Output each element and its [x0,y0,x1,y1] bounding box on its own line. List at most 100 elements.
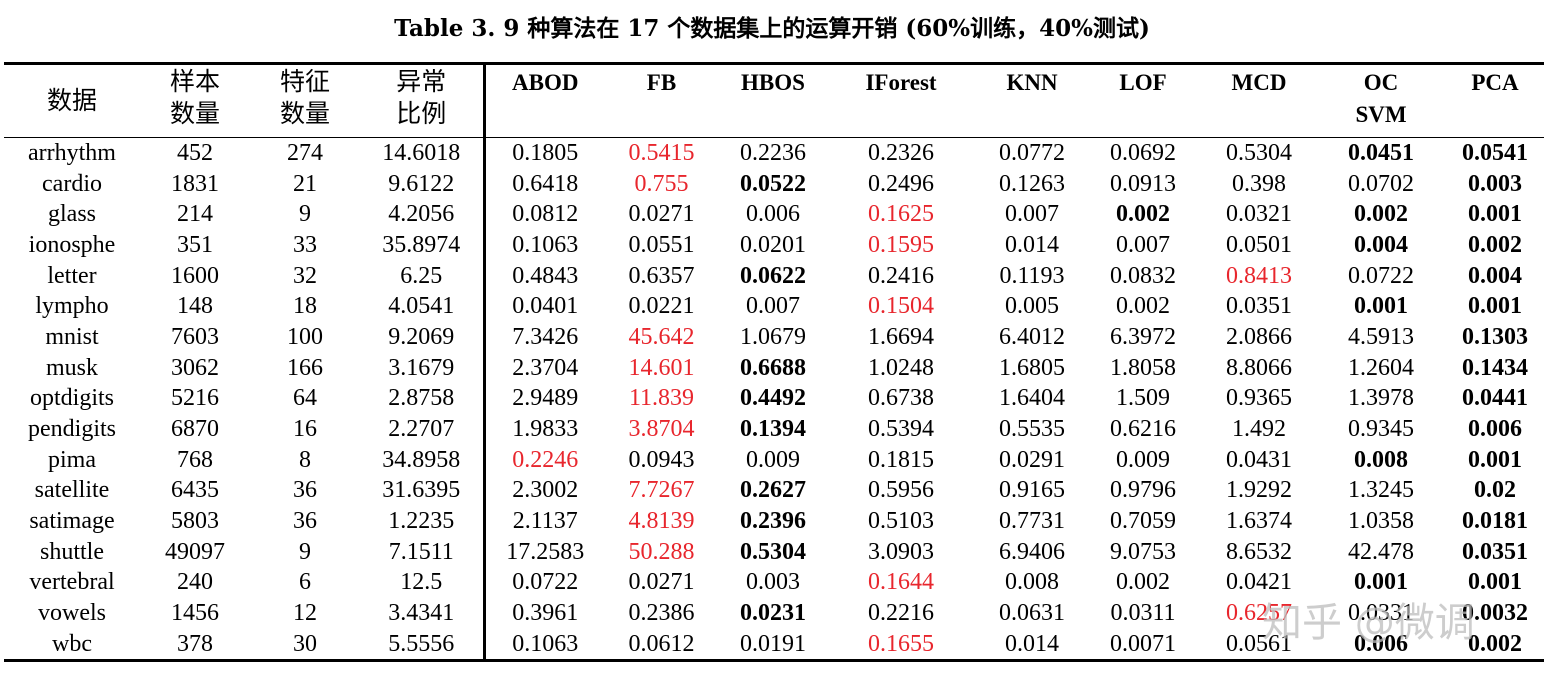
header-row: 数据 样本 数量 特征 数量 异常 比例 ABOD FB HBOS IForest KNN LOF MCD… [4,62,1544,138]
cell-runtime: 0.0551 [628,231,695,258]
table-header: 数据 样本 数量 特征 数量 异常 比例 ABOD FB HBOS IForest KNN LOF MCD… [4,62,1544,138]
cell-runtime: 0.0832 [1110,262,1176,289]
cell-outlier-ratio: 4.0541 [360,290,486,322]
cell-runtime: 0.004 [1354,231,1408,258]
cell-outlier-ratio: 9.6122 [360,168,486,199]
cell-runtime: 0.1805 [512,140,579,167]
header-algorithm: MCD [1196,62,1322,138]
cell-runtime: 0.001 [1468,293,1522,320]
cell-runtime: 0.5535 [999,416,1065,443]
cell-runtime: 0.009 [1116,446,1170,473]
cell-runtime: 0.0351 [1462,538,1528,565]
cell-dataset: wbc [4,628,140,662]
table-row: wbc 378 30 5.5556 0.1063 0.0612 0.0191 0.1655 0.… [4,628,1544,662]
cell-features: 6 [299,569,311,596]
cell-runtime: 0.007 [746,293,800,320]
cell-dataset: satimage [29,508,115,535]
cell-runtime: 7.7267 [628,477,695,504]
cell-samples: 768 [177,446,213,473]
cell-runtime: 0.398 [1232,170,1286,197]
cell-features: 36 [293,477,317,504]
cell-runtime: 0.1434 [1462,354,1528,381]
header-algorithm: KNN [974,62,1090,138]
cell-runtime: 0.001 [1468,569,1522,596]
cell-samples: 214 [177,201,213,228]
cell-runtime: 0.0351 [1226,293,1292,320]
cell-runtime: 0.5415 [628,140,695,167]
cell-features: 16 [293,416,317,443]
table-row: glass 214 9 4.2056 0.0812 0.0271 0.006 0.1625 0.… [4,198,1544,230]
cell-runtime: 0.8413 [1226,262,1292,289]
header-line: OC [1363,70,1399,95]
cell-runtime: 0.5304 [1226,140,1292,167]
cell-runtime: 0.0271 [628,201,695,228]
header-samples: 样本 数量 [140,62,250,138]
cell-runtime: 0.6216 [1110,416,1176,443]
cell-runtime: 1.9292 [1226,477,1292,504]
table-row: pendigits 6870 16 2.2707 1.9833 3.8704 0.1394 0… [4,413,1544,445]
cell-outlier-ratio: 2.2707 [360,413,486,445]
cell-runtime: 0.4843 [512,262,579,289]
cell-runtime: 2.1137 [512,508,578,535]
cell-runtime: 0.0772 [999,140,1065,167]
header-line: LOF [1119,70,1167,95]
cell-runtime: 1.3978 [1348,385,1414,412]
cell-samples: 6435 [171,477,219,504]
cell-runtime: 0.6257 [1226,600,1292,627]
header-line: 特征 [279,69,330,96]
header-line: IForest [865,70,937,95]
header-algorithm: FB [605,62,718,138]
cell-runtime: 0.006 [1468,416,1522,443]
cell-runtime: 0.1263 [999,170,1065,197]
cell-runtime: 0.001 [1468,201,1522,228]
cell-samples: 1600 [171,262,219,289]
cell-runtime: 0.0612 [605,628,718,662]
cell-runtime: 45.642 [628,323,695,350]
cell-runtime: 1.6404 [999,385,1065,412]
cell-outlier-ratio: 3.1679 [360,352,486,383]
cell-runtime: 8.8066 [1226,354,1292,381]
cell-runtime: 0.001 [1354,569,1408,596]
cell-runtime: 0.0913 [1110,170,1176,197]
table-row: satellite 6435 36 31.6395 2.3002 7.7267 0.2627… [4,475,1544,506]
cell-runtime: 0.5103 [868,508,934,535]
cell-features: 64 [293,385,317,412]
cell-runtime: 0.1063 [512,231,579,258]
cell-runtime: 0.0692 [1110,140,1176,167]
header-line: 数量 [169,101,220,128]
cell-samples: 5216 [171,385,219,412]
cell-runtime: 50.288 [628,538,695,565]
header-line: 异常 [396,69,447,96]
cell-runtime: 0.1644 [868,569,934,596]
table-row: vowels 1456 12 3.4341 0.3961 0.2386 0.0231 0.22… [4,597,1544,629]
cell-runtime: 4.5913 [1348,323,1414,350]
cell-dataset: arrhythm [28,140,116,167]
cell-runtime: 0.0401 [512,293,579,320]
cell-runtime: 6.3972 [1110,323,1176,350]
cell-runtime: 0.0451 [1348,140,1414,167]
cell-runtime: 0.006 [1322,628,1440,662]
cell-outlier-ratio: 6.25 [360,260,486,291]
header-algorithm: OC SVM [1322,62,1440,138]
cell-dataset: letter [47,262,97,289]
cell-runtime: 0.0331 [1348,600,1414,627]
cell-runtime: 0.003 [746,569,800,596]
cell-runtime: 6.4012 [999,323,1065,350]
cell-runtime: 0.0702 [1348,170,1414,197]
cell-runtime: 1.8058 [1110,354,1176,381]
cell-runtime: 6.9406 [999,538,1065,565]
cell-runtime: 1.9833 [512,416,579,443]
cell-runtime: 8.6532 [1226,538,1292,565]
cell-runtime: 0.0032 [1462,600,1528,627]
cell-runtime: 0.5956 [868,477,934,504]
cell-runtime: 0.009 [746,446,800,473]
header-algorithm: HBOS [718,62,828,138]
table-caption: Table 3. 9 种算法在 17 个数据集上的运算开销 (60%训练，40%… [394,15,1150,42]
watermark: 知乎 @微调 [1262,600,1475,646]
cell-runtime: 0.0421 [1226,569,1292,596]
cell-runtime: 0.0622 [740,262,806,289]
cell-features: 166 [287,354,323,381]
cell-runtime: 0.0321 [1226,201,1292,228]
cell-runtime: 0.1303 [1462,323,1528,350]
cell-dataset: vowels [38,600,106,627]
